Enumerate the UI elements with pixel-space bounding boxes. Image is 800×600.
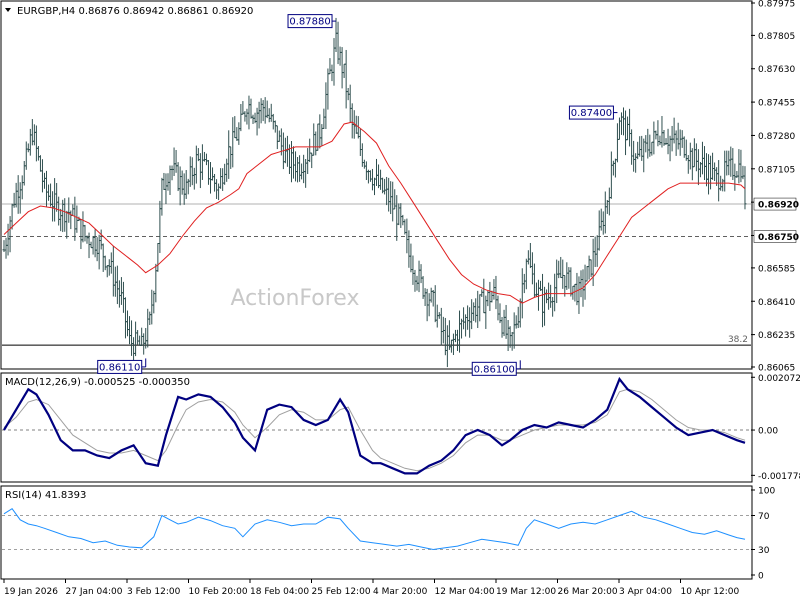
price-y-tick-label: 0.86410 (758, 298, 795, 308)
rsi-line (3, 508, 746, 551)
annotation-box-2 (471, 361, 517, 376)
x-tick-label: 12 Mar 04:00 (435, 587, 495, 597)
annotation-label-3: 0.87400 (571, 108, 612, 119)
macd-y-tick-label: -0.001778 (758, 472, 800, 482)
macd-series-layer (2, 376, 751, 475)
x-tick-label: 19 Mar 12:00 (496, 587, 556, 597)
level-tag-box (753, 230, 797, 243)
price-y-tick-label: 0.87975 (758, 0, 795, 10)
x-tick-label: 4 Mar 20:00 (373, 587, 428, 597)
price-y-tick-label: 0.87455 (758, 99, 795, 109)
x-tick-label: 26 Mar 20:00 (558, 587, 618, 597)
x-tick-label: 19 Jan 2026 (4, 587, 58, 597)
symbol-info-label: EURGBP,H4 0.86876 0.86942 0.86861 0.8692… (17, 6, 253, 17)
level-tag-label: 0.86750 (758, 233, 799, 243)
macd-y-tick-label: 0.00 (758, 427, 778, 437)
rsi-y-tick-label: 30 (758, 546, 770, 556)
price-y-tick-label: 0.87105 (758, 165, 795, 175)
x-tick-label: 3 Apr 04:00 (619, 587, 672, 597)
price-y-tick-label: 0.87630 (758, 65, 795, 75)
price-series-layer: 38.2 0.87880 0.86110 0.86100 0.87400 (2, 14, 751, 376)
watermark-text: ActionForex (231, 286, 360, 311)
axis-layer: 0.87975 0.87805 0.87630 0.87455 0.87280 0.871… (3, 0, 800, 597)
annotation-label-2: 0.86100 (474, 364, 515, 375)
price-y-tick-label: 0.86585 (758, 264, 795, 274)
annotation-box-0 (287, 14, 333, 29)
x-tick-label: 18 Feb 04:00 (250, 587, 309, 597)
x-tick-label: 27 Jan 04:00 (66, 587, 123, 597)
rsi-y-tick-label: 100 (758, 487, 775, 497)
x-tick-label: 3 Feb 12:00 (127, 587, 181, 597)
annotation-label-1: 0.86110 (99, 362, 140, 373)
rsi-panel-frame (0, 485, 753, 580)
x-tick-label: 25 Feb 12:00 (312, 587, 371, 597)
x-tick-label: 10 Feb 20:00 (189, 587, 248, 597)
price-y-tick-label: 0.86235 (758, 331, 795, 341)
fib-level-label: 38.2 (728, 335, 748, 345)
level-tag-label: 0.86920 (758, 201, 799, 211)
annotation-label-0: 0.87880 (289, 17, 330, 28)
dropdown-arrow-icon[interactable] (5, 8, 11, 12)
macd-info-label: MACD(12,26,9) -0.000525 -0.000350 (5, 377, 190, 388)
rsi-y-tick-label: 70 (758, 512, 770, 522)
macd-main-line (3, 376, 746, 475)
rsi-series-layer (2, 508, 751, 551)
annotation-box-1 (97, 359, 143, 374)
rsi-info-label: RSI(14) 41.8393 (5, 490, 86, 501)
price-y-tick-label: 0.86065 (758, 364, 795, 374)
level-tag-box (753, 197, 797, 211)
rsi-y-tick-label: 0 (758, 572, 764, 582)
annotation-box-3 (568, 105, 614, 120)
price-y-tick-label: 0.87280 (758, 132, 795, 142)
moving-average-line (3, 121, 746, 304)
x-tick-label: 10 Apr 12:00 (681, 587, 740, 597)
price-y-tick-label: 0.87805 (758, 32, 795, 42)
macd-panel-frame (0, 372, 753, 483)
macd-signal-line (3, 388, 746, 472)
macd-y-tick-label: 0.002072 (758, 374, 800, 384)
